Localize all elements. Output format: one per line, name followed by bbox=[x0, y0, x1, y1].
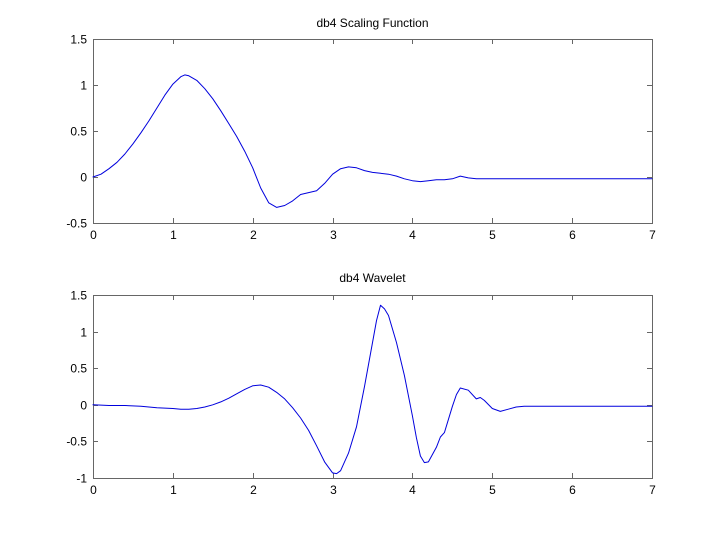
x-tick-label: 1 bbox=[170, 483, 177, 497]
wavelet-y-ticks: -1 -0.5 0 0.5 1 1.5 bbox=[66, 289, 652, 486]
scaling-function-x-ticks: 0 1 2 3 4 5 6 7 bbox=[90, 39, 656, 242]
x-tick-label: 7 bbox=[649, 483, 656, 497]
scaling-plot-title: db4 Scaling Function bbox=[316, 16, 429, 30]
x-tick-label: 2 bbox=[250, 483, 257, 497]
x-tick-label: 4 bbox=[409, 483, 416, 497]
x-tick-label: 7 bbox=[649, 228, 656, 242]
wavelet-x-ticks: 0 1 2 3 4 5 6 7 bbox=[90, 295, 656, 497]
wavelet-plot-title: db4 Wavelet bbox=[339, 271, 406, 285]
y-tick-label: 0 bbox=[80, 171, 87, 185]
x-tick-label: 3 bbox=[330, 228, 337, 242]
wavelet-axes: 0 1 2 3 4 5 6 7 -1 -0.5 0 0.5 1 1.5 bbox=[66, 289, 656, 498]
y-tick-label: 0.5 bbox=[70, 125, 87, 139]
x-tick-label: 1 bbox=[170, 228, 177, 242]
y-tick-label: 0.5 bbox=[70, 362, 87, 376]
x-tick-label: 0 bbox=[90, 228, 97, 242]
x-tick-label: 4 bbox=[409, 228, 416, 242]
y-tick-label: 1.5 bbox=[70, 289, 87, 303]
y-tick-label: -0.5 bbox=[66, 435, 87, 449]
x-tick-label: 5 bbox=[489, 228, 496, 242]
x-tick-label: 6 bbox=[569, 228, 576, 242]
scaling-function-y-ticks: -0.5 0 0.5 1 1.5 bbox=[66, 33, 652, 231]
x-tick-label: 2 bbox=[250, 228, 257, 242]
scaling-function-axes-box bbox=[93, 39, 653, 224]
x-tick-label: 5 bbox=[489, 483, 496, 497]
y-tick-label: -1 bbox=[76, 472, 87, 486]
y-tick-label: 1 bbox=[80, 326, 87, 340]
y-tick-label: 1.5 bbox=[70, 33, 87, 47]
x-tick-label: 0 bbox=[90, 483, 97, 497]
y-tick-label: 1 bbox=[80, 79, 87, 93]
wavelet-axes-box bbox=[93, 295, 653, 479]
y-tick-label: 0 bbox=[80, 399, 87, 413]
scaling-function-curve bbox=[92, 74, 653, 208]
x-tick-label: 6 bbox=[569, 483, 576, 497]
wavelet-curve bbox=[92, 304, 653, 475]
x-tick-label: 3 bbox=[330, 483, 337, 497]
y-tick-label: -0.5 bbox=[66, 217, 87, 231]
scaling-function-axes: 0 1 2 3 4 5 6 7-0.500.511.5 bbox=[66, 33, 656, 243]
